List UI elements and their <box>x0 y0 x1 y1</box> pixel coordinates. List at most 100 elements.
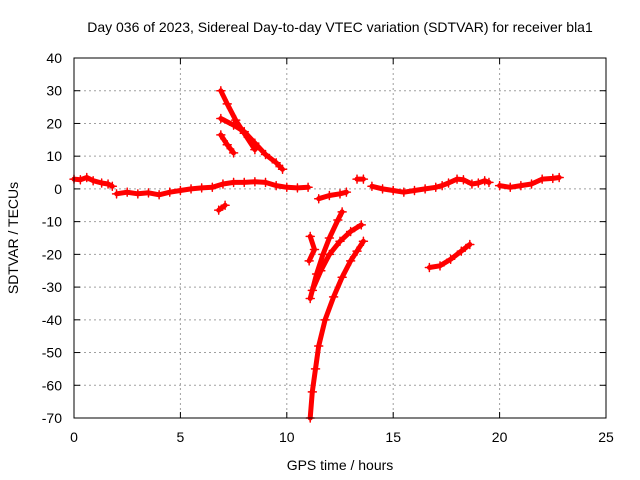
data-point <box>239 126 249 137</box>
series-blob-7h <box>216 202 228 213</box>
y-tick-label: -20 <box>42 246 62 262</box>
data-series <box>69 85 564 423</box>
x-tick-label: 0 <box>70 429 78 445</box>
data-point <box>216 130 226 140</box>
data-point <box>165 187 175 197</box>
data-point <box>213 205 224 215</box>
data-point <box>82 172 92 183</box>
data-point <box>526 179 537 189</box>
y-tick-label: 40 <box>46 50 62 66</box>
data-point <box>467 179 477 189</box>
data-point <box>271 180 281 191</box>
data-point <box>107 181 118 192</box>
data-point <box>222 99 232 109</box>
y-tick-label: -10 <box>42 214 62 230</box>
data-point <box>218 179 228 189</box>
data-point <box>307 285 318 296</box>
data-point <box>537 174 547 184</box>
data-point <box>228 120 239 130</box>
data-point <box>250 176 260 187</box>
data-point <box>324 190 335 201</box>
data-point <box>516 180 526 191</box>
series-main-11-13h <box>316 189 349 202</box>
data-point <box>310 364 321 374</box>
plot-frame <box>73 57 607 419</box>
data-point <box>216 85 226 96</box>
data-point <box>88 175 98 186</box>
y-tick-labels: -70 -60 -50 -40 -30 -20 -10 0 10 20 30 40 <box>42 50 62 426</box>
data-point <box>307 387 318 397</box>
data-point <box>250 138 260 148</box>
data-point <box>424 262 435 273</box>
y-tick-label: -60 <box>42 377 62 393</box>
x-axis-label: GPS time / hours <box>287 457 394 473</box>
data-point <box>505 182 515 193</box>
data-point <box>277 164 288 175</box>
data-point <box>367 181 377 192</box>
data-point <box>548 173 558 184</box>
data-point <box>111 189 122 199</box>
data-point <box>358 174 369 184</box>
data-point <box>304 256 314 266</box>
data-point <box>458 174 469 185</box>
y-tick-label: 30 <box>46 83 62 99</box>
data-point <box>260 177 271 188</box>
data-point <box>356 220 367 230</box>
data-point <box>305 293 315 304</box>
data-point <box>309 244 320 255</box>
data-point <box>388 185 398 196</box>
data-point <box>554 172 564 183</box>
data-point <box>445 254 456 265</box>
data-point <box>324 233 335 243</box>
data-point <box>435 261 445 271</box>
data-point <box>239 177 249 188</box>
data-point <box>333 215 343 225</box>
data-point <box>352 246 362 256</box>
data-point <box>443 178 454 188</box>
data-point <box>133 189 143 199</box>
data-point <box>313 341 324 351</box>
data-point <box>328 292 339 302</box>
data-point <box>337 272 347 283</box>
y-axis-label: SDTVAR / TECUs <box>5 182 21 294</box>
x-tick-label: 5 <box>177 429 185 445</box>
y-tick-label: 20 <box>46 115 62 131</box>
data-point <box>345 226 356 237</box>
data-point <box>377 184 388 194</box>
data-point <box>292 183 303 193</box>
y-tick-label: -50 <box>42 345 62 361</box>
data-point <box>479 175 490 186</box>
data-point <box>75 174 86 185</box>
data-point <box>216 113 226 124</box>
data-point <box>222 139 232 150</box>
tick-marks <box>73 57 607 419</box>
data-point <box>335 189 345 199</box>
data-point <box>186 184 196 194</box>
x-tick-label: 10 <box>279 429 295 445</box>
data-point <box>122 187 132 197</box>
data-point <box>341 187 352 197</box>
data-point <box>207 182 218 193</box>
y-tick-label: -40 <box>42 312 62 328</box>
data-point <box>154 190 164 200</box>
data-point <box>196 183 207 193</box>
data-point <box>260 149 271 160</box>
data-point <box>175 185 186 196</box>
data-point <box>228 148 239 158</box>
data-point <box>316 265 326 276</box>
data-point <box>271 157 281 168</box>
data-point <box>409 185 420 196</box>
data-point <box>399 187 409 197</box>
data-point <box>335 236 345 247</box>
x-tick-labels: 0 5 10 15 20 25 <box>70 429 614 445</box>
data-point <box>282 182 292 193</box>
x-tick-label: 25 <box>598 429 614 445</box>
data-point <box>220 200 230 211</box>
data-point <box>143 188 154 198</box>
y-tick-label: -30 <box>42 279 62 295</box>
data-point <box>358 236 369 247</box>
data-point <box>228 177 239 188</box>
data-point <box>494 180 505 191</box>
data-point <box>456 246 467 256</box>
data-point <box>324 249 335 260</box>
